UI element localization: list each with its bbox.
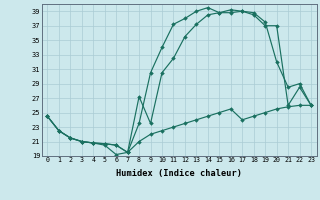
X-axis label: Humidex (Indice chaleur): Humidex (Indice chaleur) (116, 169, 242, 178)
